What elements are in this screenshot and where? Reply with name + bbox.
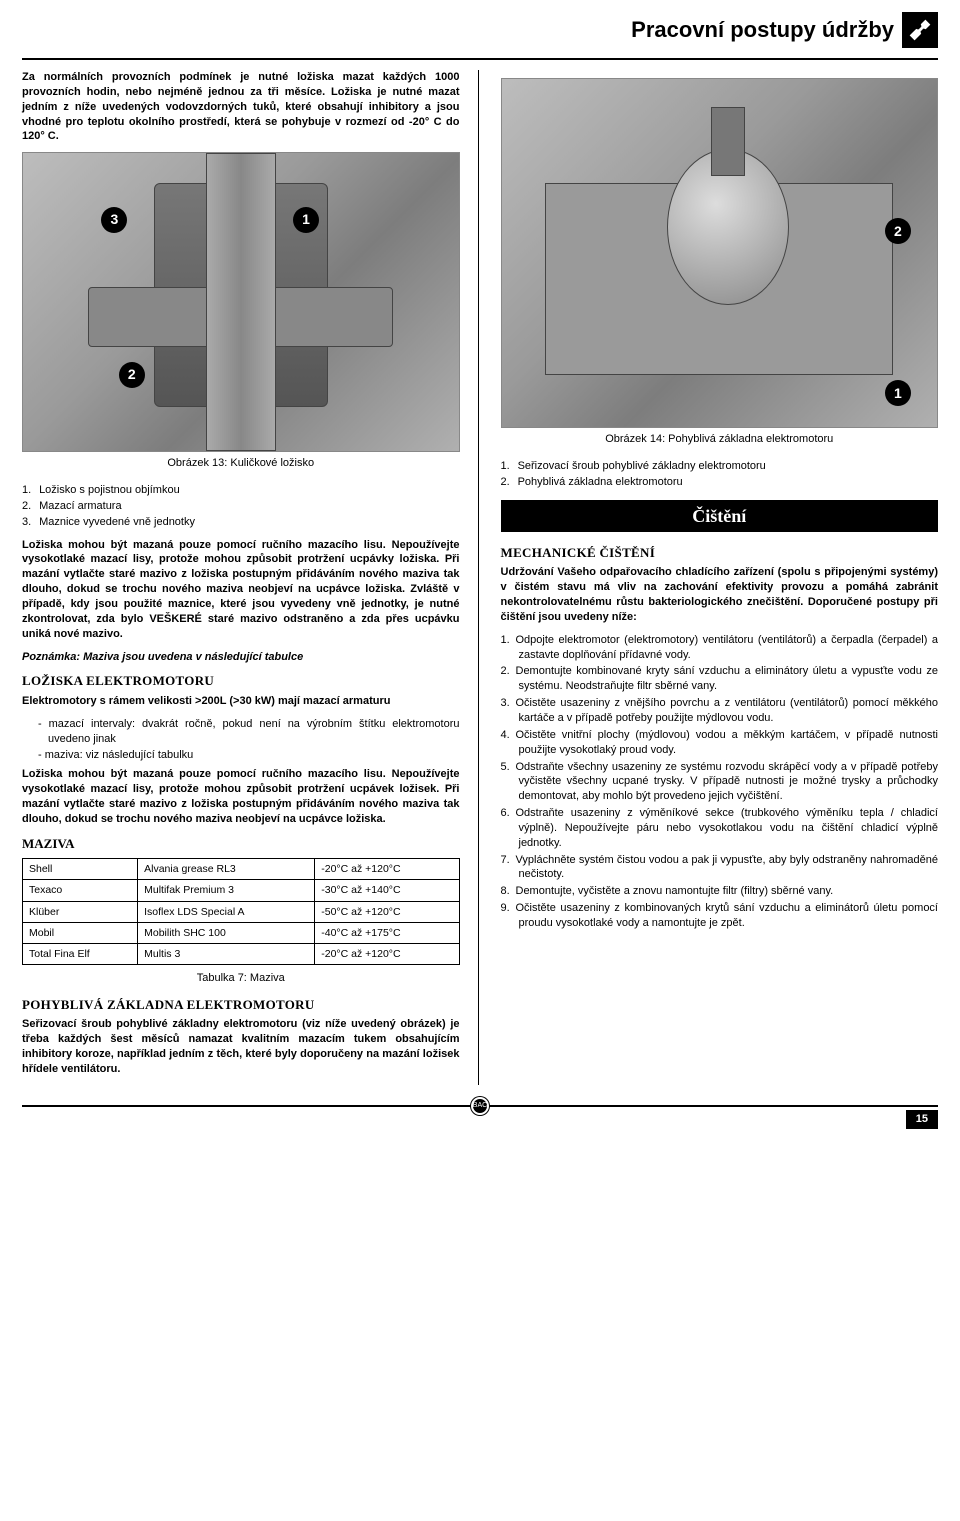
heading-mechanicke-cisteni: MECHANICKÉ ČIŠTĚNÍ <box>501 544 939 562</box>
table-cell: Isoflex LDS Special A <box>138 901 315 922</box>
table-cell: Mobilith SHC 100 <box>138 922 315 943</box>
table-row: KlüberIsoflex LDS Special A-50°C až +120… <box>23 901 460 922</box>
page-title: Pracovní postupy údržby <box>631 15 894 45</box>
table-cell: Mobil <box>23 922 138 943</box>
list-item: Demontujte kombinované kryty sání vzduch… <box>501 664 939 694</box>
section-banner-cisteni: Čištění <box>501 500 939 532</box>
table-caption: Tabulka 7: Maziva <box>22 971 460 986</box>
para-elektromotor-frame: Elektromotory s rámem velikosti >200L (>… <box>22 694 460 709</box>
table-cell: Alvania grease RL3 <box>138 859 315 880</box>
list-item: Očistěte vnitřní plochy (mýdlovou) vodou… <box>501 728 939 758</box>
table-cell: -30°C až +140°C <box>315 880 459 901</box>
table-cell: Shell <box>23 859 138 880</box>
list-item: Očistěte usazeniny z kombinovaných krytů… <box>501 901 939 931</box>
badge-2: 2 <box>885 218 911 244</box>
divider <box>22 58 938 60</box>
badge-3: 3 <box>101 207 127 233</box>
heading-pohybliva-zakladna: POHYBLIVÁ ZÁKLADNA ELEKTROMOTORU <box>22 996 460 1014</box>
para-loziska-warn2: Ložiska mohou být mazaná pouze pomocí ru… <box>22 767 460 826</box>
table-cell: Texaco <box>23 880 138 901</box>
figure-14: 2 1 <box>501 78 939 428</box>
left-column: Za normálních provozních podmínek je nut… <box>22 70 479 1085</box>
table-row: TexacoMultifak Premium 3-30°C až +140°C <box>23 880 460 901</box>
note-maziva: Poznámka: Maziva jsou uvedena v následuj… <box>22 650 460 665</box>
table-row: MobilMobilith SHC 100-40°C až +175°C <box>23 922 460 943</box>
table-cell: -50°C až +120°C <box>315 901 459 922</box>
badge-1: 1 <box>885 380 911 406</box>
table-cell: Total Fina Elf <box>23 943 138 964</box>
table-cell: -20°C až +120°C <box>315 859 459 880</box>
para-serizovaci-sroub: Seřizovací šroub pohyblivé základny elek… <box>22 1017 460 1076</box>
table-maziva: ShellAlvania grease RL3-20°C až +120°CTe… <box>22 858 460 965</box>
para-mech-intro: Udržování Vašeho odpařovacího chladícího… <box>501 565 939 624</box>
intro-paragraph: Za normálních provozních podmínek je nut… <box>22 70 460 144</box>
table-cell: -20°C až +120°C <box>315 943 459 964</box>
heading-loziska-elektromotoru: LOŽISKA ELEKTROMOTORU <box>22 672 460 690</box>
list-item: Odstraňte všechny usazeniny ze systému r… <box>501 760 939 805</box>
table-cell: Klüber <box>23 901 138 922</box>
figure-14-caption: Obrázek 14: Pohyblivá základna elektromo… <box>501 432 939 447</box>
list-item: Vypláchněte systém čistou vodou a pak ji… <box>501 853 939 883</box>
table-row: ShellAlvania grease RL3-20°C až +120°C <box>23 859 460 880</box>
figure-14-legend: 1. Seřizovací šroub pohyblivé základny e… <box>501 459 939 490</box>
table-cell: Multis 3 <box>138 943 315 964</box>
paragraph-lozisko-warn: Ložiska mohou být mazaná pouze pomocí ru… <box>22 538 460 642</box>
wrench-icon <box>902 12 938 48</box>
page-footer: BAC 15 <box>22 1095 938 1129</box>
figure-13-legend: 1. Ložisko s pojistnou objímkou 2. Mazac… <box>22 483 460 530</box>
figure-13: 3 1 2 <box>22 152 460 452</box>
table-cell: Multifak Premium 3 <box>138 880 315 901</box>
figure-13-caption: Obrázek 13: Kuličkové ložisko <box>22 456 460 471</box>
page-number: 15 <box>906 1110 938 1129</box>
badge-2: 2 <box>119 362 145 388</box>
list-item: Odstraňte usazeniny z výměníkové sekce (… <box>501 806 939 851</box>
page-header: Pracovní postupy údržby <box>22 12 938 48</box>
heading-maziva: MAZIVA <box>22 835 460 853</box>
right-column: 2 1 Obrázek 14: Pohyblivá základna elekt… <box>501 70 939 1085</box>
table-cell: -40°C až +175°C <box>315 922 459 943</box>
badge-1: 1 <box>293 207 319 233</box>
list-item: Demontujte, vyčistěte a znovu namontujte… <box>501 884 939 899</box>
cleaning-steps-list: Odpojte elektromotor (elektromotory) ven… <box>501 633 939 931</box>
table-row: Total Fina ElfMultis 3-20°C až +120°C <box>23 943 460 964</box>
list-item: Očistěte usazeniny z vnějšího povrchu a … <box>501 696 939 726</box>
list-item: Odpojte elektromotor (elektromotory) ven… <box>501 633 939 663</box>
bac-logo: BAC <box>471 1097 489 1115</box>
sublist-intervals: mazací intervaly: dvakrát ročně, pokud n… <box>22 717 460 764</box>
